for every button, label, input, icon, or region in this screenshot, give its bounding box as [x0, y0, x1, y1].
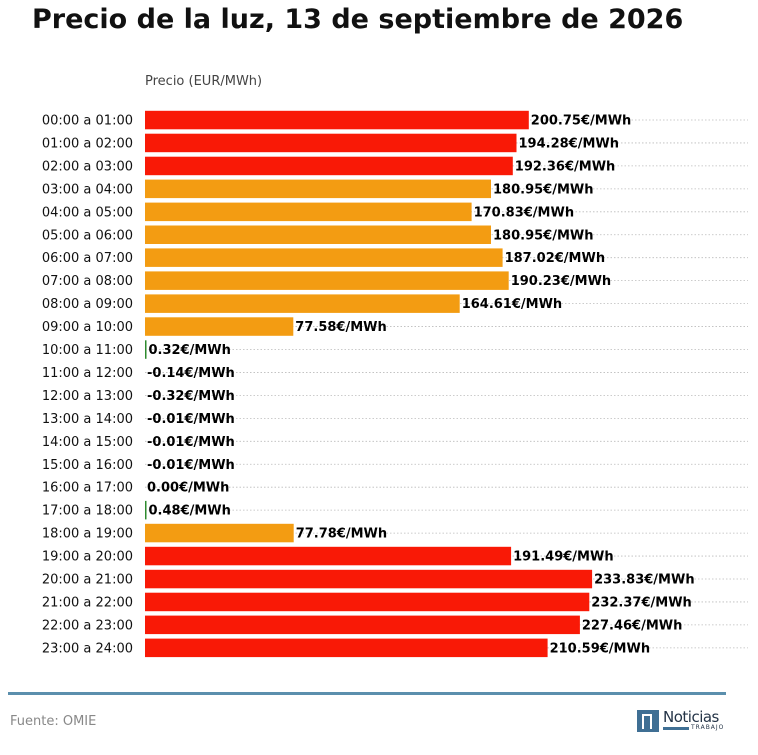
- category-label: 00:00 a 01:00: [42, 114, 133, 129]
- category-label: 14:00 a 15:00: [42, 435, 133, 450]
- value-label: 0.32€/MWh: [149, 343, 231, 358]
- bar: [145, 133, 517, 153]
- bar: [145, 225, 491, 244]
- value-label: 192.36€/MWh: [515, 159, 616, 174]
- logo-icon: [637, 710, 659, 732]
- category-label: 23:00 a 24:00: [42, 641, 133, 656]
- value-label: 170.83€/MWh: [474, 205, 574, 220]
- logo-tagline-group: TRABAJO: [663, 724, 725, 731]
- category-label: 19:00 a 20:00: [42, 550, 133, 565]
- source-note: Fuente: OMIE: [10, 714, 97, 729]
- value-label: 187.02€/MWh: [505, 251, 605, 266]
- bar: [145, 592, 590, 612]
- bar: [145, 110, 529, 130]
- axis-label: Precio (EUR/MWh): [145, 74, 263, 89]
- brand-logo[interactable]: Noticias TRABAJO: [637, 708, 729, 735]
- value-label: 194.28€/MWh: [519, 136, 620, 151]
- bar: [145, 523, 294, 543]
- bar: [145, 294, 460, 313]
- category-label: 04:00 a 05:00: [42, 205, 133, 220]
- value-label: -0.14€/MWh: [147, 366, 235, 381]
- bar: [145, 569, 593, 589]
- footer-divider: [8, 692, 726, 695]
- category-label: 21:00 a 22:00: [42, 596, 133, 611]
- value-label: -0.01€/MWh: [147, 435, 235, 450]
- category-label: 20:00 a 21:00: [42, 573, 133, 588]
- bar: [145, 271, 509, 290]
- bar: [145, 317, 294, 336]
- value-label: 0.00€/MWh: [147, 481, 229, 496]
- category-label: 12:00 a 13:00: [42, 389, 133, 404]
- category-label: 09:00 a 10:00: [42, 320, 133, 335]
- value-label: 233.83€/MWh: [594, 573, 695, 588]
- bar: [145, 500, 147, 520]
- value-label: 0.48€/MWh: [149, 504, 231, 519]
- category-label: 13:00 a 14:00: [42, 412, 133, 427]
- bar: [145, 202, 472, 222]
- bar: [145, 179, 491, 199]
- chart-title: Precio de la luz, 13 de septiembre de 20…: [32, 4, 684, 35]
- category-label: 06:00 a 07:00: [42, 251, 133, 266]
- value-label: 190.23€/MWh: [511, 274, 612, 289]
- bar-chart: 00:00 a 01:00 200.75€/MWh 01:00 a 02:00 194…: [42, 110, 748, 658]
- category-label: 03:00 a 04:00: [42, 182, 133, 197]
- category-label: 01:00 a 02:00: [42, 136, 133, 151]
- logo-name: Noticias: [663, 708, 719, 726]
- category-label: 15:00 a 16:00: [42, 458, 133, 473]
- category-label: 07:00 a 08:00: [42, 274, 133, 289]
- category-label: 17:00 a 18:00: [42, 504, 133, 519]
- category-label: 05:00 a 06:00: [42, 228, 133, 243]
- value-label: 210.59€/MWh: [550, 641, 651, 656]
- value-label: -0.01€/MWh: [147, 458, 235, 473]
- value-label: 180.95€/MWh: [493, 228, 594, 243]
- value-label: 77.58€/MWh: [295, 320, 386, 335]
- category-label: 10:00 a 11:00: [42, 343, 133, 358]
- category-label: 18:00 a 19:00: [42, 527, 133, 542]
- bar: [145, 340, 147, 359]
- category-label: 11:00 a 12:00: [42, 366, 133, 381]
- category-label: 08:00 a 09:00: [42, 297, 133, 312]
- logo-tagline: TRABAJO: [691, 724, 725, 731]
- bar: [145, 248, 503, 267]
- bar: [145, 615, 580, 635]
- category-label: 22:00 a 23:00: [42, 618, 133, 633]
- value-label: 164.61€/MWh: [462, 297, 563, 312]
- value-label: 77.78€/MWh: [296, 527, 387, 542]
- value-label: 232.37€/MWh: [591, 596, 692, 611]
- value-label: 180.95€/MWh: [493, 182, 594, 197]
- value-label: -0.01€/MWh: [147, 412, 235, 427]
- category-label: 02:00 a 03:00: [42, 159, 133, 174]
- bar: [145, 638, 548, 658]
- value-label: 191.49€/MWh: [513, 550, 614, 565]
- category-label: 16:00 a 17:00: [42, 481, 133, 496]
- bar: [145, 156, 513, 176]
- value-label: 227.46€/MWh: [582, 618, 683, 633]
- value-label: -0.32€/MWh: [147, 389, 235, 404]
- value-label: 200.75€/MWh: [531, 114, 632, 129]
- bar: [145, 546, 512, 566]
